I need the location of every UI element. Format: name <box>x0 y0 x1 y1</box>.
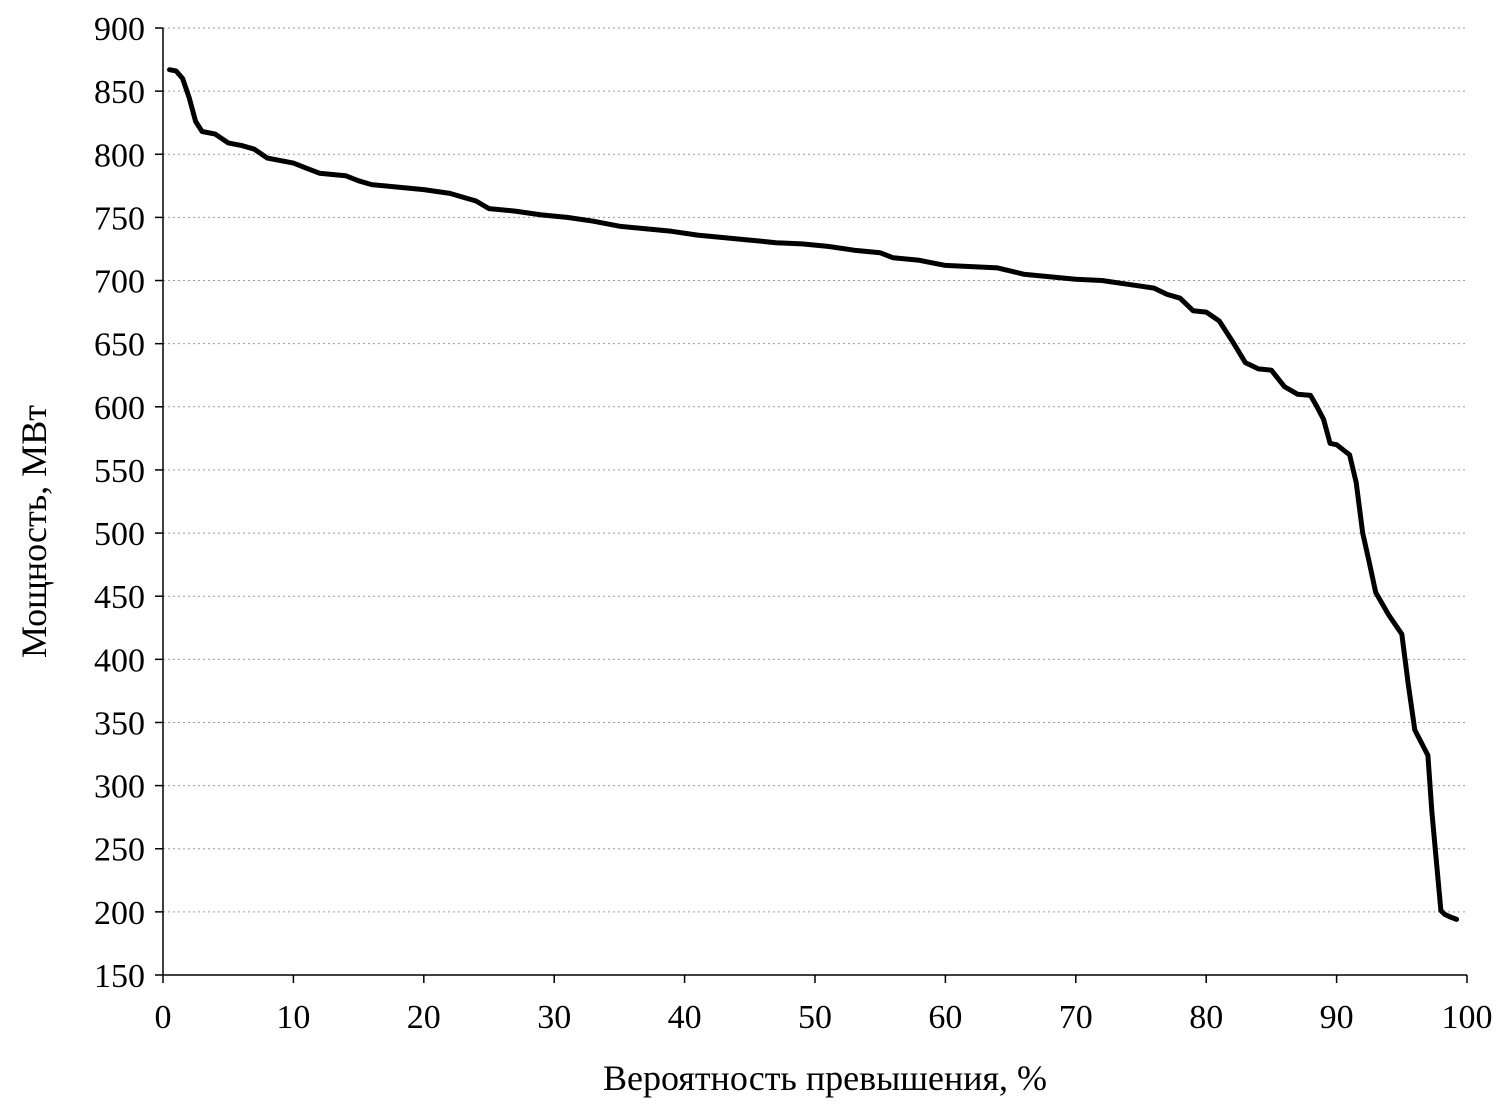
x-tick-label: 30 <box>537 999 571 1036</box>
y-tick-label: 850 <box>94 74 145 111</box>
series-line <box>167 67 1460 922</box>
y-tick-label: 900 <box>94 11 145 48</box>
x-tick-labels: 0 10 20 30 40 50 60 70 80 90 100 <box>155 975 1493 1036</box>
y-tick-labels: 150 200 250 300 350 400 450 500 550 600 650 700 750 8… <box>94 11 163 995</box>
y-tick-label: 600 <box>94 390 145 427</box>
x-tick-label: 10 <box>276 999 310 1036</box>
x-tick-label: 60 <box>928 999 962 1036</box>
y-tick-label: 750 <box>94 200 145 237</box>
x-tick-label: 70 <box>1059 999 1093 1036</box>
y-tick-label: 250 <box>94 832 145 869</box>
y-axis-title: Мощность, МВт <box>14 405 54 658</box>
y-tick-label: 200 <box>94 895 145 932</box>
axes <box>162 28 1467 976</box>
x-tick-label: 80 <box>1189 999 1223 1036</box>
grid-lines <box>163 27 1467 913</box>
y-tick-label: 450 <box>94 579 145 616</box>
y-tick-label: 700 <box>94 264 145 301</box>
x-axis-title: Вероятность превышения, % <box>603 1058 1047 1098</box>
y-tick-label: 350 <box>94 705 145 742</box>
x-tick-label: 40 <box>668 999 702 1036</box>
x-tick-label: 100 <box>1442 999 1493 1036</box>
x-tick-label: 0 <box>155 999 172 1036</box>
x-tick-label: 90 <box>1320 999 1354 1036</box>
y-tick-label: 150 <box>94 958 145 995</box>
x-tick-label: 50 <box>798 999 832 1036</box>
y-tick-label: 300 <box>94 769 145 806</box>
y-tick-label: 800 <box>94 137 145 174</box>
y-tick-label: 650 <box>94 327 145 364</box>
x-tick-label: 20 <box>407 999 441 1036</box>
y-tick-label: 400 <box>94 642 145 679</box>
y-tick-label: 550 <box>94 453 145 490</box>
y-tick-label: 500 <box>94 516 145 553</box>
